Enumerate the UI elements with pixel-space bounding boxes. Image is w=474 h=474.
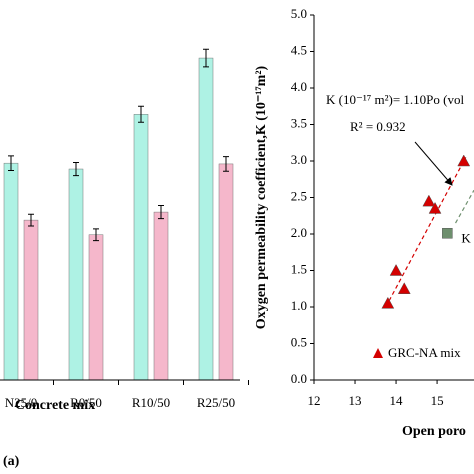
- error-bar: [93, 228, 99, 242]
- error-bar: [28, 213, 34, 227]
- x-tick-label: 14: [390, 393, 404, 408]
- error-bar: [223, 156, 229, 172]
- error-bar: [158, 205, 164, 220]
- point: [422, 194, 436, 207]
- y-tick-label: 2.5: [291, 188, 307, 203]
- error-bar: [73, 161, 79, 177]
- arrow: [414, 141, 453, 186]
- point: [442, 228, 453, 239]
- y-tick-label: 0.5: [291, 334, 307, 349]
- panel-label: (a): [3, 454, 20, 469]
- y-tick-label: 2.0: [291, 225, 307, 240]
- x-tick-label: N25/0: [5, 395, 38, 410]
- bar: [198, 57, 214, 381]
- legend-label: GRC-NA mix: [388, 345, 461, 360]
- x-tick-label: 12: [308, 393, 321, 408]
- y-tick-label: 0.0: [291, 371, 307, 386]
- y-tick-label: 4.5: [291, 42, 307, 57]
- bar: [218, 163, 234, 381]
- point-label: K: [461, 230, 471, 245]
- trend-line: [455, 189, 474, 224]
- x-axis-label: Open poro: [402, 424, 466, 439]
- point: [381, 296, 395, 309]
- x-tick-label: R0/50: [70, 395, 102, 410]
- bar: [133, 114, 149, 381]
- y-tick-label: 3.0: [291, 152, 307, 167]
- x-tick-label: R10/50: [132, 395, 170, 410]
- bar: [68, 168, 84, 381]
- bar: [23, 219, 39, 381]
- y-tick-label: 1.0: [291, 298, 307, 313]
- bar: [3, 162, 19, 381]
- annotation: R² = 0.932: [350, 119, 406, 134]
- y-tick-label: 4.0: [291, 79, 307, 94]
- y-axis-label: Oxygen permeability coefficient,K (10⁻¹⁷…: [254, 65, 269, 329]
- x-tick-label: 15: [431, 393, 444, 408]
- x-axis-label: Concrete mix: [15, 398, 95, 413]
- bar: [153, 211, 169, 381]
- y-tick-label: 3.5: [291, 115, 307, 130]
- error-bar: [8, 155, 14, 171]
- bar: [88, 234, 104, 381]
- annotation: K (10⁻¹⁷ m²)= 1.10Po (vol: [326, 92, 464, 107]
- trend-line: [385, 157, 467, 308]
- error-bar: [138, 105, 144, 123]
- point: [428, 201, 442, 214]
- x-tick-label: R25/50: [197, 395, 235, 410]
- point: [457, 154, 471, 167]
- error-bar: [203, 48, 209, 68]
- y-tick-label: 5.0: [291, 6, 307, 21]
- point: [397, 282, 411, 294]
- point: [389, 263, 403, 276]
- y-tick-label: 1.5: [291, 261, 307, 276]
- legend-marker: [373, 348, 383, 358]
- x-tick-label: 13: [349, 393, 362, 408]
